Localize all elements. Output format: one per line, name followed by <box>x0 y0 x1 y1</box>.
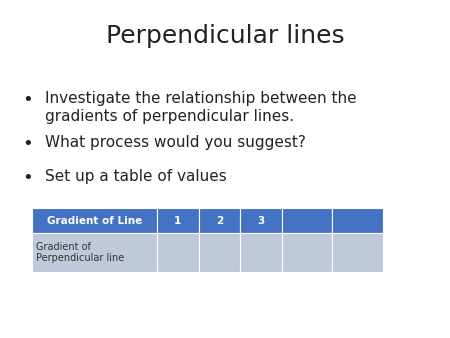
FancyBboxPatch shape <box>240 233 282 272</box>
FancyBboxPatch shape <box>333 208 382 233</box>
FancyBboxPatch shape <box>240 208 282 233</box>
FancyBboxPatch shape <box>157 233 198 272</box>
Text: What process would you suggest?: What process would you suggest? <box>45 135 306 150</box>
FancyBboxPatch shape <box>198 208 240 233</box>
Text: •: • <box>22 91 33 109</box>
Text: Perpendicular lines: Perpendicular lines <box>106 24 344 48</box>
FancyBboxPatch shape <box>282 208 333 233</box>
FancyBboxPatch shape <box>282 233 333 272</box>
Text: Gradient of
Perpendicular line: Gradient of Perpendicular line <box>36 242 124 263</box>
FancyBboxPatch shape <box>333 233 382 272</box>
FancyBboxPatch shape <box>32 233 157 272</box>
Text: Gradient of Line: Gradient of Line <box>46 216 142 225</box>
Text: Investigate the relationship between the
gradients of perpendicular lines.: Investigate the relationship between the… <box>45 91 356 124</box>
FancyBboxPatch shape <box>32 208 157 233</box>
Text: 2: 2 <box>216 216 223 225</box>
Text: 1: 1 <box>174 216 181 225</box>
Text: Set up a table of values: Set up a table of values <box>45 169 227 184</box>
FancyBboxPatch shape <box>157 208 198 233</box>
Text: •: • <box>22 169 33 187</box>
FancyBboxPatch shape <box>198 233 240 272</box>
Text: 3: 3 <box>258 216 265 225</box>
Text: •: • <box>22 135 33 153</box>
